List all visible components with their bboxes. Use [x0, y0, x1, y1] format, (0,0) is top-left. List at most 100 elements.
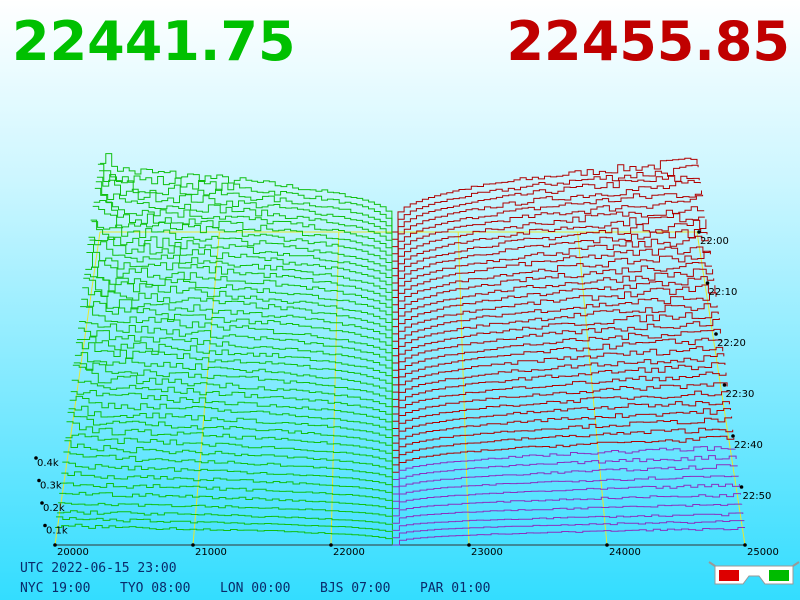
bid-depth-line — [100, 153, 393, 232]
ask-depth-line — [392, 503, 743, 524]
tick-dot — [605, 543, 609, 547]
bid-depth-line — [77, 336, 393, 393]
bid-depth-line — [66, 421, 393, 465]
bid-depth-line — [56, 516, 393, 538]
ask-depth-line — [392, 262, 712, 328]
3d-glasses-icon — [708, 561, 800, 585]
bid-depth-line — [83, 277, 393, 349]
ask-depth-line — [392, 190, 702, 262]
time-label: 22:50 — [743, 491, 772, 502]
x-label: 22000 — [333, 547, 365, 558]
tick-dot — [53, 543, 57, 547]
ask-depth-line — [392, 292, 717, 357]
ask-depth-line — [392, 194, 704, 269]
depth-label: 0.1k — [46, 526, 68, 537]
ask-depth-line — [392, 206, 705, 277]
ask-depth-line — [392, 408, 731, 451]
ask-depth-line — [392, 346, 724, 400]
bid-depth-line — [89, 236, 393, 305]
tick-dot — [34, 456, 38, 460]
ask-depth-line — [392, 371, 727, 422]
bid-depth-line — [85, 266, 393, 334]
ask-depth-line — [392, 475, 739, 502]
depth-plot — [54, 153, 746, 546]
zone-time: NYC 19:00 — [20, 581, 90, 596]
bid-depth-line — [62, 461, 393, 494]
ask-depth-line — [392, 175, 700, 248]
zone-time: TYO 08:00 — [120, 581, 190, 596]
ask-depth-line — [392, 268, 714, 335]
ask-depth-line — [391, 157, 698, 233]
bid-depth-line — [92, 205, 393, 283]
tick-dot — [191, 543, 195, 547]
bid-depth-line — [96, 176, 393, 254]
bid-depth-line — [59, 491, 393, 516]
ask-depth-line — [392, 455, 737, 488]
ask-depth-line — [392, 219, 707, 291]
bid-depth-line — [90, 219, 393, 298]
time-label: 22:20 — [717, 338, 746, 349]
bid-depth-line — [72, 364, 393, 422]
bid-depth-line — [99, 170, 393, 240]
ask-depth-line — [392, 179, 701, 255]
bid-depth-line — [69, 395, 393, 444]
ask-depth-line — [392, 493, 741, 517]
ask-depth-line — [392, 284, 716, 349]
bid-depth-line — [71, 379, 393, 429]
tick-dot — [743, 543, 747, 547]
axis-labels: 20000 21000 22000 23000 24000 25000 0.4k 0.3k 0.… — [34, 230, 779, 558]
bid-depth-line — [73, 362, 393, 414]
depth-label: 0.4k — [37, 458, 59, 469]
bid-depth-line — [91, 221, 393, 291]
tick-dot — [722, 383, 727, 387]
ask-depth-line — [392, 427, 734, 466]
ask-depth-line — [392, 337, 723, 393]
zone-time: PAR 01:00 — [420, 581, 490, 596]
ask-depth-line — [392, 328, 721, 386]
ask-depth-line — [392, 527, 745, 546]
time-label: 22:30 — [726, 389, 755, 400]
ask-depth-line — [392, 382, 728, 429]
bid-depth-line — [82, 287, 393, 356]
ask-depth-line — [392, 318, 720, 379]
grid-line — [192, 231, 220, 546]
x-label: 21000 — [195, 547, 227, 558]
ask-depth-line — [392, 229, 708, 298]
bid-depth-line — [81, 298, 393, 363]
bid-depth-line — [65, 433, 393, 473]
ask-depth-line — [392, 353, 725, 408]
zone-time: LON 00:00 — [220, 581, 290, 596]
bid-depth-line — [58, 502, 393, 524]
ask-depth-line — [392, 520, 745, 539]
x-label: 20000 — [57, 547, 89, 558]
ask-depth-line — [392, 303, 718, 364]
bid-depth-line — [64, 440, 393, 480]
tick-dot — [37, 478, 41, 483]
bid-depth-line — [93, 200, 393, 276]
bid-depth-line — [94, 187, 393, 269]
x-label: 23000 — [471, 547, 503, 558]
tick-dot — [467, 543, 471, 547]
bid-depth-line — [80, 306, 393, 371]
time-zones: NYC 19:00 TYO 08:00 LON 00:00 BJS 07:00 PAR … — [20, 581, 490, 596]
bid-depth-line — [84, 273, 393, 342]
bid-depth-line — [70, 390, 393, 436]
ask-depth-line — [392, 250, 711, 320]
ask-depth-line — [392, 212, 705, 284]
bid-depth-line — [57, 510, 393, 531]
tick-dot — [43, 523, 47, 528]
depth-label: 0.3k — [40, 481, 62, 492]
tick-dot — [329, 543, 333, 547]
bid-depth-line — [61, 471, 393, 502]
bid-depth-line — [88, 236, 393, 313]
x-label: 24000 — [609, 547, 641, 558]
time-label: 22:10 — [709, 287, 738, 298]
bid-depth-line — [97, 163, 393, 247]
ask-depth-line — [392, 464, 738, 495]
bid-depth-line — [68, 405, 393, 451]
ask-depth-line — [392, 401, 730, 444]
grid-line — [54, 231, 101, 546]
time-label: 22:40 — [734, 440, 763, 451]
ask-depth-line — [392, 311, 719, 371]
